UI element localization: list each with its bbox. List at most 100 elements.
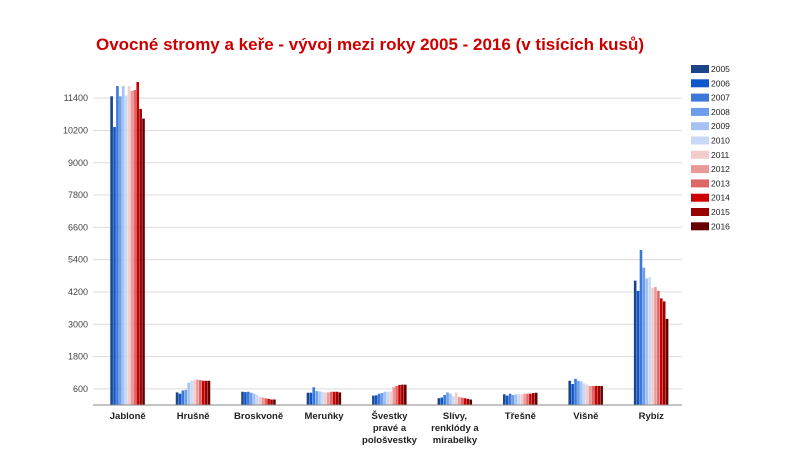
bar-2011	[520, 394, 523, 405]
bar-2006	[113, 126, 116, 405]
bar-2016	[665, 318, 669, 405]
bar-2012	[654, 287, 657, 405]
y-tick-label: 6600	[68, 222, 88, 232]
x-category-label: mirabelky	[433, 435, 478, 446]
bar-2014	[594, 385, 598, 405]
x-category-label: Slívy,	[443, 411, 467, 422]
bar-2011	[193, 380, 196, 405]
bar-2012	[261, 397, 265, 405]
bar-2006	[244, 392, 247, 405]
bar-2016	[338, 392, 342, 405]
bar-2007	[639, 249, 643, 405]
bar-2006	[440, 397, 444, 405]
bar-2015	[270, 399, 273, 405]
bar-2013	[460, 397, 464, 405]
bar-2012	[392, 387, 395, 405]
legend-label: 2014	[711, 193, 730, 203]
bar-2015	[139, 108, 142, 406]
bar-2006	[375, 395, 378, 405]
bar-2009	[580, 381, 583, 405]
legend-swatch-2005	[691, 65, 709, 73]
bar-2012	[588, 385, 592, 405]
bar-2011	[454, 392, 458, 405]
y-tick-label: 1800	[68, 352, 88, 362]
bar-2008	[119, 96, 122, 405]
legend-label: 2010	[711, 136, 730, 146]
y-tick-label: 7800	[68, 190, 88, 200]
bar-2009	[514, 394, 518, 405]
legend-label: 2013	[711, 178, 730, 188]
bar-2012	[523, 393, 526, 405]
bar-2008	[249, 392, 253, 405]
legend-label: 2015	[711, 207, 730, 217]
bar-2013	[329, 391, 333, 405]
bar-2005	[437, 398, 441, 405]
bar-2014	[529, 393, 532, 405]
y-tick-label: 5400	[68, 255, 88, 265]
x-category-label: Švestky	[372, 410, 409, 422]
bar-2006	[636, 290, 640, 405]
bar-2010	[386, 391, 390, 405]
legend-label: 2009	[711, 121, 730, 131]
bar-2005	[633, 280, 637, 405]
bar-2005	[306, 392, 310, 405]
bar-2013	[264, 398, 268, 405]
x-category-label: renklódy a	[431, 423, 479, 434]
x-category-label: pološvestky	[362, 435, 418, 446]
bar-2010	[124, 95, 128, 405]
bar-2008	[642, 267, 646, 405]
legend-swatch-2014	[691, 193, 709, 202]
legend-label: 2005	[711, 64, 730, 74]
bar-2015	[597, 385, 601, 405]
bar-2009	[318, 391, 321, 405]
legend-swatch-2011	[691, 150, 709, 159]
y-tick-label: 600	[73, 384, 88, 394]
bar-2011	[127, 86, 131, 405]
legend-label: 2007	[711, 93, 730, 103]
legend-swatch-2010	[691, 136, 709, 145]
bar-2015	[466, 398, 470, 405]
bar-2013	[657, 290, 660, 405]
bar-2007	[574, 378, 577, 405]
x-category-label: Meruňky	[305, 411, 345, 422]
bar-2008	[511, 394, 515, 405]
bar-2010	[190, 380, 193, 405]
legend-swatch-2016	[691, 222, 709, 231]
legend-swatch-2009	[691, 122, 709, 131]
y-tick-label: 10200	[63, 125, 88, 135]
bar-2010	[648, 277, 651, 405]
bar-2008	[446, 392, 449, 405]
x-category-label: pravé a	[373, 423, 407, 434]
bar-2008	[577, 380, 580, 405]
y-tick-label: 4200	[68, 287, 88, 297]
legend-label: 2008	[711, 107, 730, 117]
bar-2016	[404, 384, 407, 405]
bar-2005	[372, 395, 375, 405]
bar-2015	[401, 384, 404, 405]
bar-2008	[380, 393, 384, 405]
bar-2012	[130, 90, 134, 405]
bar-2014	[267, 398, 270, 405]
bar-2005	[502, 394, 506, 405]
bar-2015	[662, 301, 666, 405]
legend-swatch-2007	[691, 93, 709, 102]
bar-2014	[201, 380, 205, 405]
bar-2007	[443, 394, 446, 405]
legend-swatch-2015	[691, 208, 709, 216]
bar-2009	[645, 278, 649, 405]
legend-label: 2011	[711, 150, 730, 160]
bar-2014	[332, 391, 336, 405]
bar-2013	[198, 380, 202, 405]
x-category-label: Rybíz	[639, 411, 665, 422]
bar-2009	[187, 382, 190, 405]
bar-2013	[395, 385, 398, 405]
bar-2016	[207, 380, 211, 405]
bar-2009	[121, 86, 125, 405]
bar-2014	[463, 398, 467, 405]
bar-2009	[383, 391, 387, 405]
bar-2007	[181, 390, 185, 405]
bar-2005	[110, 96, 113, 405]
bar-2010	[517, 394, 521, 405]
legend-swatch-2012	[691, 165, 709, 174]
bar-2014	[398, 384, 401, 405]
